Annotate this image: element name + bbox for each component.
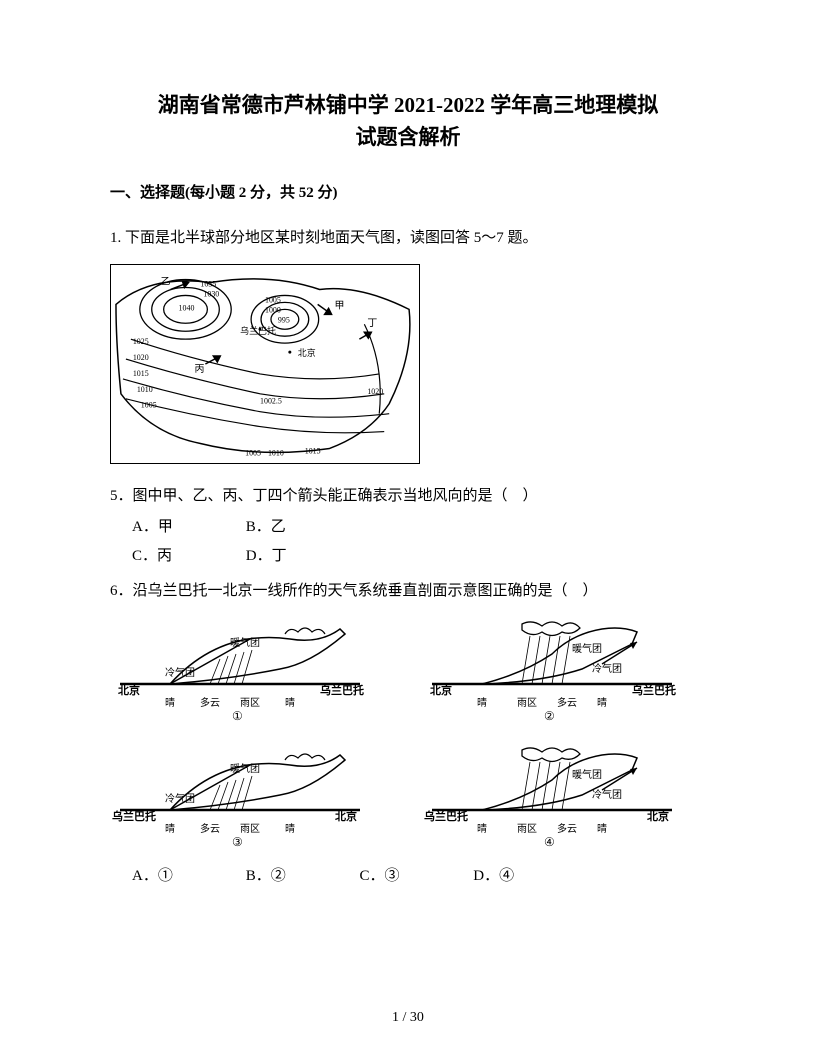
svg-text:1015: 1015	[133, 369, 149, 378]
svg-text:多云: 多云	[200, 696, 220, 709]
svg-text:④: ④	[544, 835, 555, 849]
q5-options-row1: A．甲 B．乙	[132, 515, 706, 536]
svg-text:晴: 晴	[165, 822, 175, 835]
svg-text:1002.5: 1002.5	[260, 397, 282, 406]
svg-text:雨区: 雨区	[240, 823, 260, 835]
q6-opt-c: C．③	[360, 864, 470, 885]
svg-text:1005: 1005	[141, 401, 157, 410]
q6-opt-b: B．②	[246, 864, 356, 885]
svg-text:1020: 1020	[133, 353, 149, 362]
q5-opt-d: D．丁	[246, 544, 287, 565]
diagram-grid: 暖气团 冷气团 北京 乌兰巴托 晴 多云 雨区 晴 ① 暖气团 冷气团	[110, 614, 706, 850]
svg-text:1000: 1000	[265, 305, 281, 314]
svg-text:冷气团: 冷气团	[592, 788, 622, 801]
svg-text:乌兰巴托: 乌兰巴托	[112, 809, 156, 823]
svg-text:晴: 晴	[477, 696, 487, 709]
svg-text:冷气团: 冷气团	[165, 792, 195, 805]
city-beijing: 北京	[298, 347, 316, 358]
svg-text:暖气团: 暖气团	[572, 642, 602, 655]
diagram-3: 暖气团 冷气团 乌兰巴托 北京 晴 多云 雨区 晴 ③	[110, 740, 370, 850]
svg-text:北京: 北京	[430, 683, 452, 697]
svg-text:多云: 多云	[200, 822, 220, 835]
svg-text:晴: 晴	[477, 822, 487, 835]
svg-text:雨区: 雨区	[517, 697, 537, 709]
q5-opt-c: C．丙	[132, 544, 242, 565]
svg-text:1025: 1025	[133, 337, 149, 346]
q6-opt-a: A．①	[132, 864, 242, 885]
svg-text:1015: 1015	[305, 446, 321, 455]
svg-text:北京: 北京	[118, 683, 140, 697]
svg-text:晴: 晴	[285, 696, 295, 709]
svg-text:北京: 北京	[647, 809, 669, 823]
svg-text:1010: 1010	[137, 385, 153, 394]
svg-text:暖气团: 暖气团	[230, 762, 260, 775]
svg-text:1020: 1020	[367, 387, 383, 396]
section-heading: 一、选择题(每小题 2 分，共 52 分)	[110, 181, 706, 202]
map-figure: 乙 甲 丙 丁 1030 1035 1040 1005 1000 995 102…	[110, 264, 420, 464]
q6-opt-d: D．④	[473, 864, 514, 885]
svg-text:晴: 晴	[165, 696, 175, 709]
svg-text:995: 995	[278, 315, 290, 324]
svg-text:1040: 1040	[179, 303, 195, 312]
svg-text:多云: 多云	[557, 696, 577, 709]
q5-opt-b: B．乙	[246, 515, 286, 536]
q5-opt-a: A．甲	[132, 515, 242, 536]
svg-text:晴: 晴	[597, 696, 607, 709]
q5-options-row2: C．丙 D．丁	[132, 544, 706, 565]
title-line-1: 湖南省常德市芦林铺中学 2021-2022 学年高三地理模拟	[110, 90, 706, 122]
svg-text:北京: 北京	[335, 809, 357, 823]
svg-text:雨区: 雨区	[240, 697, 260, 709]
svg-text:1010: 1010	[268, 448, 284, 457]
svg-text:③: ③	[232, 835, 243, 849]
q1-stem: 1. 下面是北半球部分地区某时刻地面天气图，读图回答 5～7 题。	[110, 226, 706, 250]
arrow-yi: 乙	[161, 276, 171, 288]
page-title: 湖南省常德市芦林铺中学 2021-2022 学年高三地理模拟 试题含解析	[110, 90, 706, 153]
svg-text:乌兰巴托: 乌兰巴托	[632, 683, 676, 697]
svg-text:晴: 晴	[285, 822, 295, 835]
q6-options: A．① B．② C．③ D．④	[132, 864, 706, 885]
diagram-2: 暖气团 冷气团 北京 乌兰巴托 晴 雨区 多云 晴 ②	[422, 614, 682, 724]
diagram-4: 暖气团 冷气团 乌兰巴托 北京 晴 雨区 多云 晴 ④	[422, 740, 682, 850]
arrow-bing: 丙	[194, 364, 204, 375]
svg-text:1035: 1035	[200, 280, 216, 289]
diagram-1: 暖气团 冷气团 北京 乌兰巴托 晴 多云 雨区 晴 ①	[110, 614, 370, 724]
svg-text:冷气团: 冷气团	[165, 666, 195, 679]
q5-text: 5．图中甲、乙、丙、丁四个箭头能正确表示当地风向的是（ ）	[110, 484, 706, 505]
svg-text:暖气团: 暖气团	[572, 768, 602, 781]
svg-text:暖气团: 暖气团	[230, 636, 260, 649]
arrow-ding: 丁	[367, 318, 377, 329]
svg-text:②: ②	[544, 709, 555, 723]
arrow-jia: 甲	[335, 300, 345, 311]
svg-text:①: ①	[232, 709, 243, 723]
title-line-2: 试题含解析	[110, 122, 706, 154]
q6-text: 6．沿乌兰巴托一北京一线所作的天气系统垂直剖面示意图正确的是（ ）	[110, 579, 706, 600]
svg-text:冷气团: 冷气团	[592, 662, 622, 675]
svg-text:晴: 晴	[597, 822, 607, 835]
svg-text:1005: 1005	[245, 448, 261, 457]
svg-text:1030: 1030	[203, 289, 219, 298]
city-ulaanbaatar: 乌兰巴托	[240, 325, 276, 336]
page-number: 1 / 30	[0, 1010, 816, 1026]
svg-text:多云: 多云	[557, 822, 577, 835]
svg-text:1005: 1005	[265, 295, 281, 304]
svg-text:乌兰巴托: 乌兰巴托	[424, 809, 468, 823]
svg-text:雨区: 雨区	[517, 823, 537, 835]
svg-text:乌兰巴托: 乌兰巴托	[320, 683, 364, 697]
